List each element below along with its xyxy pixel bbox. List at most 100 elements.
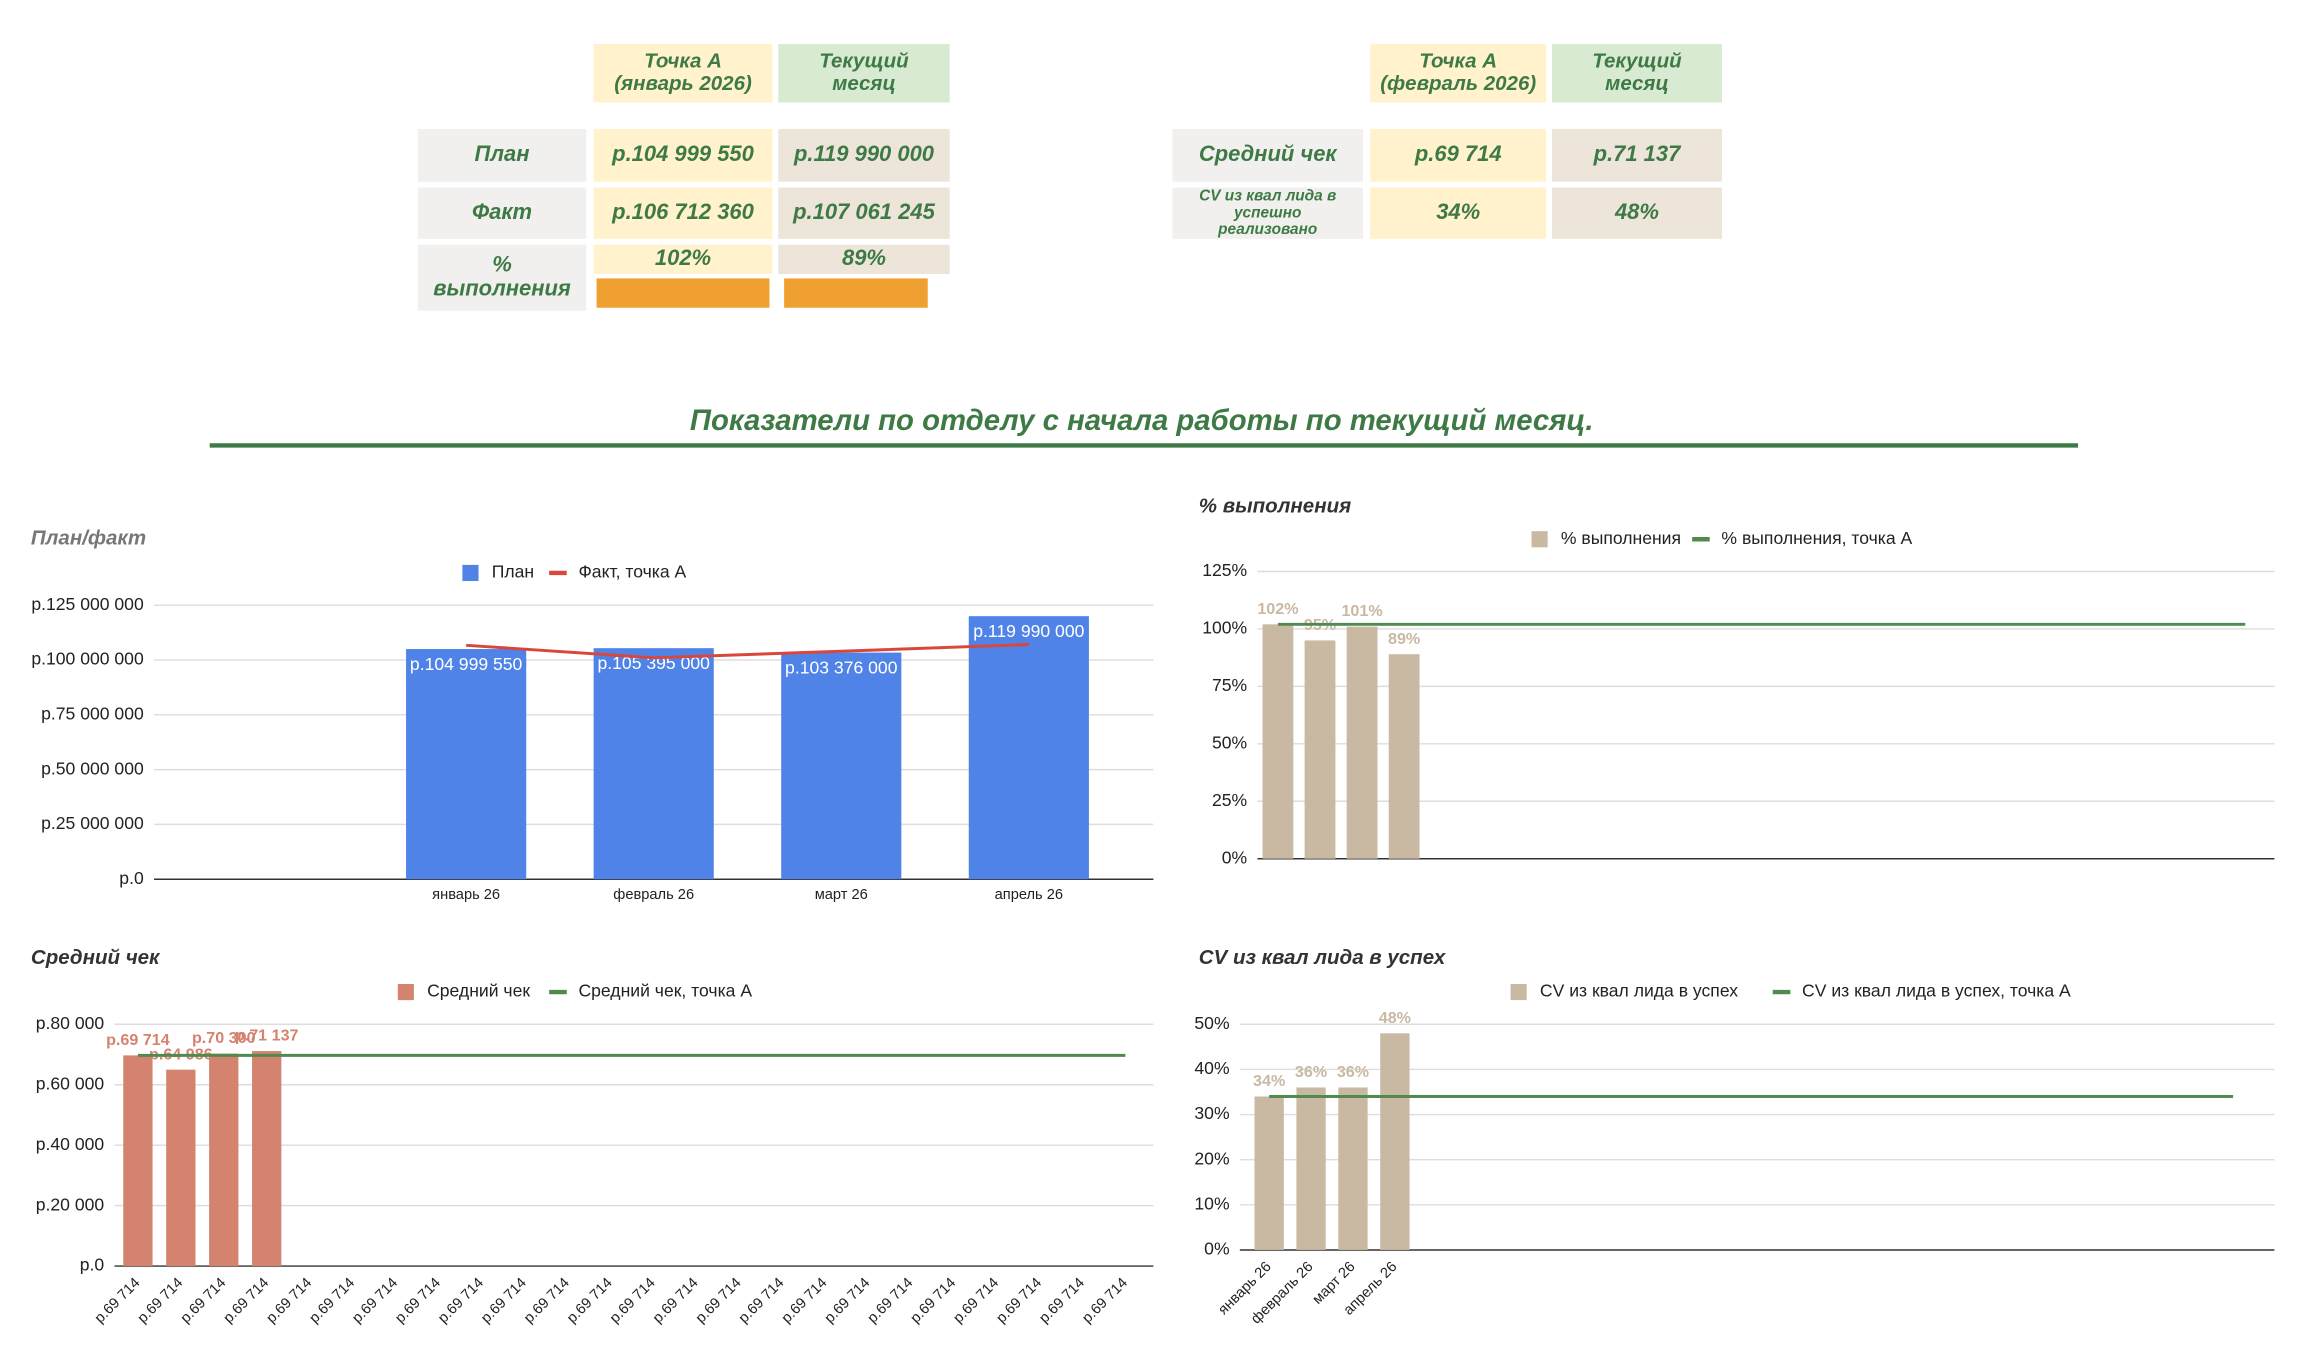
cell-text: р.106 712 360 bbox=[611, 199, 754, 224]
bar bbox=[1380, 1033, 1410, 1250]
cell bbox=[1370, 187, 1547, 239]
chart-title: CV из квал лида в успех bbox=[1199, 946, 1447, 969]
y-tick-label: р.50 000 000 bbox=[41, 758, 144, 778]
header-cell bbox=[593, 43, 773, 103]
y-tick-label: р.0 bbox=[119, 868, 144, 888]
cell-text: CV из квал лида в bbox=[1199, 187, 1336, 204]
cell-text: (январь 2026) bbox=[614, 72, 752, 95]
bar bbox=[1388, 654, 1420, 859]
cell-text: Средний чек bbox=[1199, 141, 1339, 166]
bar bbox=[593, 648, 714, 880]
header-cell bbox=[778, 43, 950, 103]
cell-text: Факт bbox=[472, 199, 532, 224]
cell-text: 34% bbox=[1436, 199, 1480, 224]
data-label: р.70 300 bbox=[192, 1029, 256, 1047]
data-label: 36% bbox=[1295, 1063, 1327, 1081]
progress-bar bbox=[784, 278, 928, 308]
cell bbox=[593, 187, 773, 239]
x-tick-label: март 26 bbox=[815, 887, 868, 903]
y-tick-label: 30% bbox=[1194, 1103, 1229, 1123]
cell-text: реализовано bbox=[1217, 221, 1317, 238]
bar bbox=[406, 649, 527, 880]
x-tick-label: апрель 26 bbox=[995, 887, 1063, 903]
cell-text: р.119 990 000 bbox=[793, 141, 934, 166]
y-tick-label: р.80 000 bbox=[36, 1013, 105, 1033]
legend-label: Средний чек, точка А bbox=[578, 981, 752, 1001]
y-tick-label: 40% bbox=[1194, 1058, 1229, 1078]
legend-label: Средний чек bbox=[427, 981, 530, 1001]
header-cell bbox=[1370, 43, 1547, 103]
cell-text: Текущий bbox=[819, 49, 909, 72]
progress-bar bbox=[596, 278, 770, 308]
y-tick-label: 125% bbox=[1202, 560, 1247, 580]
y-tick-label: 0% bbox=[1222, 847, 1247, 867]
chart-title: План/факт bbox=[31, 527, 146, 550]
y-tick-label: 50% bbox=[1212, 732, 1247, 752]
data-label: р.119 990 000 bbox=[973, 621, 1084, 641]
cell bbox=[1551, 128, 1722, 182]
y-tick-label: р.125 000 000 bbox=[31, 594, 144, 614]
bar bbox=[1254, 1096, 1284, 1250]
y-tick-label: р.0 bbox=[80, 1255, 105, 1275]
section-title: Показатели по отделу с начала работы по … bbox=[690, 404, 1594, 437]
legend-swatch bbox=[1510, 983, 1527, 1001]
y-tick-label: р.25 000 000 bbox=[41, 813, 144, 833]
cell-text: 102% bbox=[655, 245, 711, 270]
chart-title: Средний чек bbox=[31, 946, 161, 969]
legend-label: % выполнения, точка А bbox=[1721, 528, 1912, 548]
data-label: 101% bbox=[1341, 602, 1382, 620]
cell-text: р.71 137 bbox=[1593, 141, 1682, 166]
cell-text: р.69 714 bbox=[1414, 141, 1502, 166]
cell-text: месяц bbox=[832, 72, 896, 95]
data-label: р.69 714 bbox=[106, 1031, 170, 1049]
bar bbox=[1346, 626, 1378, 859]
data-label: р.104 999 550 bbox=[410, 654, 523, 674]
bar bbox=[209, 1053, 239, 1267]
bar bbox=[781, 652, 902, 880]
bar bbox=[1262, 624, 1294, 859]
data-label: 36% bbox=[1337, 1063, 1369, 1081]
cell-text: р.107 061 245 bbox=[792, 199, 935, 224]
cell-text: 89% bbox=[842, 245, 886, 270]
y-tick-label: р.100 000 000 bbox=[31, 649, 144, 669]
row-label-cell bbox=[1172, 187, 1363, 239]
cell bbox=[778, 187, 950, 239]
cell-text: р.104 999 550 bbox=[611, 141, 754, 166]
data-label: р.71 137 bbox=[235, 1027, 299, 1045]
y-tick-label: 50% bbox=[1194, 1013, 1229, 1033]
line bbox=[466, 643, 1029, 660]
legend-swatch bbox=[1531, 531, 1548, 548]
row-label-cell bbox=[417, 128, 587, 182]
bar bbox=[252, 1051, 282, 1267]
data-label: 34% bbox=[1253, 1072, 1285, 1090]
x-tick-label: февраль 26 bbox=[613, 887, 694, 903]
bar bbox=[166, 1069, 196, 1267]
data-label: 48% bbox=[1379, 1009, 1411, 1027]
y-tick-label: р.60 000 bbox=[36, 1073, 105, 1093]
cell-text: успешно bbox=[1233, 204, 1301, 221]
y-tick-label: 100% bbox=[1202, 618, 1247, 638]
cell bbox=[1370, 128, 1547, 182]
data-label: 89% bbox=[1388, 630, 1420, 648]
bar bbox=[968, 616, 1089, 880]
legend-label: Факт, точка А bbox=[578, 562, 686, 582]
cell-text: 48% bbox=[1614, 199, 1659, 224]
header-cell bbox=[1551, 43, 1722, 103]
legend-label: CV из квал лида в успех, точка А bbox=[1802, 981, 2071, 1001]
legend-label: План bbox=[492, 562, 534, 582]
cell-text: месяц bbox=[1605, 72, 1669, 95]
cell bbox=[778, 128, 950, 182]
y-tick-label: 25% bbox=[1212, 790, 1247, 810]
row-label-cell bbox=[417, 187, 587, 239]
x-tick-label: январь 26 bbox=[432, 887, 500, 903]
legend-swatch bbox=[397, 983, 414, 1001]
cell-text: Точка А bbox=[644, 49, 722, 72]
cell-text: План bbox=[475, 141, 530, 166]
cell-text: Текущий bbox=[1592, 49, 1682, 72]
cell-text: Точка А bbox=[1419, 49, 1497, 72]
data-label: р.103 376 000 bbox=[785, 657, 898, 677]
row-label-cell bbox=[417, 244, 587, 311]
